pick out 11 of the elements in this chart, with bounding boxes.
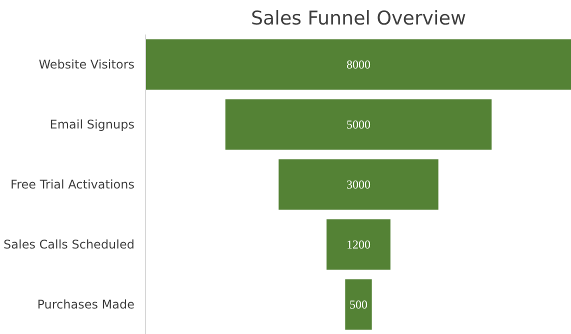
- data-label: 8000: [346, 58, 370, 72]
- category-label: Website Visitors: [38, 58, 134, 72]
- category-label: Email Signups: [50, 118, 135, 132]
- category-label: Purchases Made: [37, 298, 134, 312]
- data-label: 3000: [346, 178, 370, 192]
- data-label: 500: [350, 298, 368, 312]
- data-label: 5000: [346, 118, 370, 132]
- category-label: Free Trial Activations: [10, 178, 135, 192]
- category-label: Sales Calls Scheduled: [4, 238, 135, 252]
- data-label: 1200: [346, 238, 370, 252]
- text: Sales Funnel Overview: [250, 8, 466, 30]
